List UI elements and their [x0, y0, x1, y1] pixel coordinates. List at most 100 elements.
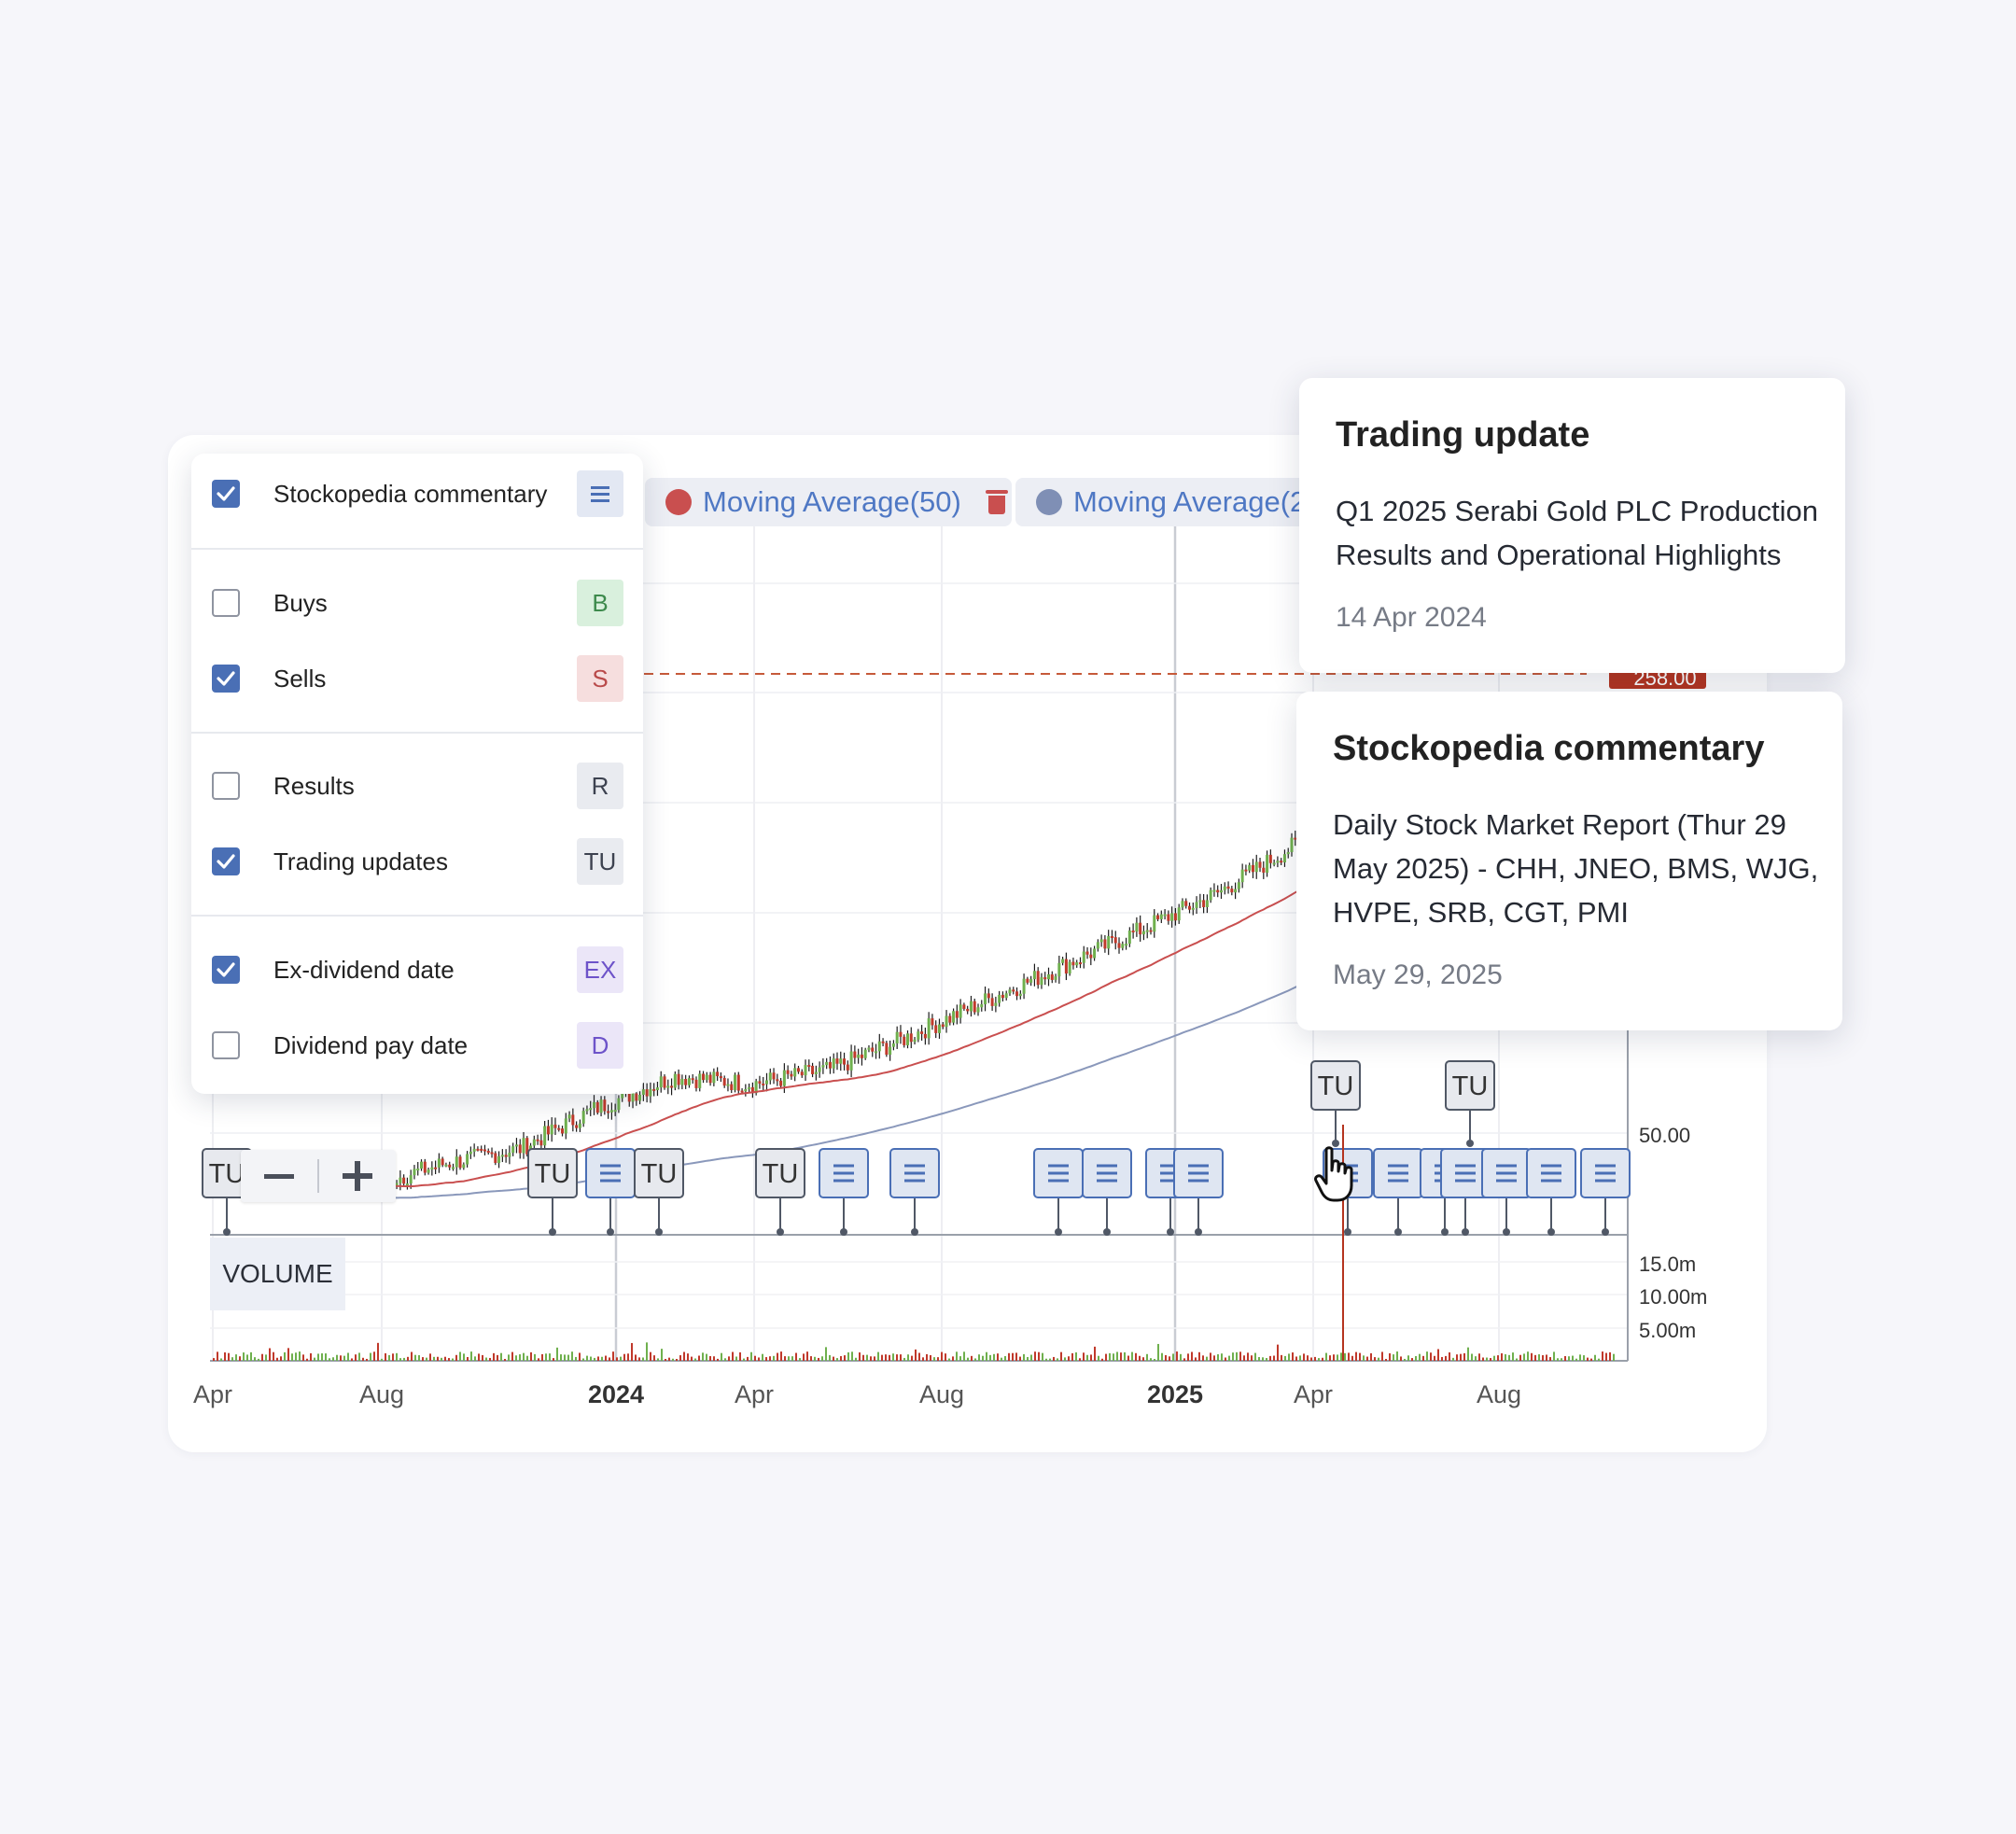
candle: [409, 1175, 413, 1184]
volume-bar: [1344, 1352, 1346, 1361]
candle: [796, 1068, 800, 1072]
volume-bar: [851, 1351, 853, 1361]
popup-body[interactable]: Daily Stock Market Report (Thur 29 May 2…: [1333, 808, 1819, 929]
candle: [511, 1146, 515, 1154]
trash-icon[interactable]: [985, 490, 1008, 514]
commentary-marker[interactable]: [1033, 1148, 1084, 1236]
x-tick-label: Aug: [919, 1380, 964, 1408]
zoom-out-button[interactable]: [241, 1150, 317, 1202]
candle: [402, 1177, 406, 1184]
volume-bar: [370, 1352, 371, 1361]
candle: [1258, 861, 1262, 868]
candle: [578, 1123, 581, 1128]
commentary-marker[interactable]: [1580, 1148, 1631, 1236]
candle: [927, 1018, 931, 1039]
marker-dot: [840, 1228, 847, 1236]
ma50-pill[interactable]: Moving Average(50): [645, 478, 1012, 526]
commentary-marker[interactable]: [1481, 1148, 1532, 1236]
ex-dividend-checkbox[interactable]: [212, 956, 240, 984]
volume-bar: [1019, 1356, 1021, 1361]
commentary-marker[interactable]: [1082, 1148, 1132, 1236]
popup-date: May 29, 2025: [1333, 959, 1503, 990]
sells-checkbox[interactable]: [212, 665, 240, 693]
candle: [1234, 889, 1238, 893]
volume-bar: [399, 1358, 401, 1361]
candle: [687, 1078, 691, 1085]
dividend-pay-checkbox[interactable]: [212, 1031, 240, 1059]
volume-bar: [687, 1353, 689, 1361]
volume-bar: [403, 1357, 405, 1361]
volume-bar: [724, 1358, 726, 1361]
candle: [811, 1065, 815, 1074]
candle: [617, 1098, 621, 1111]
list-icon: [591, 485, 609, 502]
buys-checkbox[interactable]: [212, 589, 240, 617]
commentary-marker[interactable]: [1526, 1148, 1576, 1236]
filter-row-trading-updates[interactable]: Trading updates TU: [191, 824, 643, 899]
candle: [1057, 962, 1061, 977]
filter-row-commentary[interactable]: Stockopedia commentary: [191, 456, 643, 531]
candle: [1266, 854, 1269, 873]
volume-bar: [243, 1352, 245, 1361]
marker-box: [1445, 1060, 1495, 1111]
candle: [1121, 944, 1125, 948]
commentary-marker[interactable]: [889, 1148, 940, 1236]
volume-bar: [1101, 1358, 1103, 1361]
trading-update-marker[interactable]: TU: [755, 1148, 805, 1236]
filter-row-results[interactable]: Results R: [191, 749, 643, 823]
candle: [913, 1039, 917, 1043]
volume-bar: [989, 1354, 991, 1361]
candle: [871, 1047, 875, 1052]
trading-updates-checkbox[interactable]: [212, 847, 240, 875]
candle: [786, 1070, 790, 1074]
volume-bar: [1075, 1352, 1077, 1361]
volume-bar: [1142, 1357, 1144, 1361]
candle: [603, 1099, 607, 1112]
candle: [782, 1070, 786, 1086]
filter-row-sells[interactable]: Sells S: [191, 641, 643, 716]
commentary-marker[interactable]: [1173, 1148, 1224, 1236]
popup-body[interactable]: Q1 2025 Serabi Gold PLC Production Resul…: [1336, 495, 1818, 571]
popup-title: Stockopedia commentary: [1333, 729, 1765, 768]
commentary-marker[interactable]: [1440, 1148, 1491, 1236]
marker-label: TU: [641, 1159, 678, 1189]
results-checkbox[interactable]: [212, 772, 240, 800]
candle: [427, 1169, 430, 1173]
candle: [399, 1177, 402, 1183]
volume-bar: [1381, 1351, 1383, 1361]
volume-bar: [463, 1353, 465, 1361]
candle: [1251, 864, 1254, 873]
trading-update-marker[interactable]: TU: [1310, 1060, 1361, 1147]
filter-row-ex-dividend[interactable]: Ex-dividend date EX: [191, 932, 643, 1007]
filter-row-buys[interactable]: Buys B: [191, 566, 643, 640]
commentary-checkbox[interactable]: [212, 480, 240, 508]
commentary-marker[interactable]: [1373, 1148, 1423, 1236]
trading-update-marker[interactable]: TU: [1445, 1060, 1495, 1147]
volume-bar: [1575, 1358, 1577, 1361]
commentary-marker[interactable]: [585, 1148, 636, 1236]
candle: [934, 1025, 938, 1033]
candle: [1135, 922, 1139, 932]
candle: [567, 1114, 571, 1119]
commentary-marker[interactable]: [819, 1148, 869, 1236]
marker-box: [527, 1148, 578, 1198]
trading-update-marker[interactable]: TU: [527, 1148, 578, 1236]
candle: [1223, 886, 1226, 890]
volume-bar: [702, 1352, 704, 1361]
candle: [793, 1068, 797, 1077]
ma200-pill[interactable]: Moving Average(200): [1015, 478, 1314, 526]
volume-bar: [1572, 1355, 1574, 1361]
zoom-in-button[interactable]: [319, 1150, 396, 1202]
trading-update-marker[interactable]: TU: [634, 1148, 684, 1236]
candle: [1268, 854, 1272, 863]
candle: [1240, 869, 1244, 883]
volume-bar: [903, 1357, 905, 1361]
event-markers: TU TU TU TU TU TU: [202, 1060, 1631, 1236]
candle: [1170, 913, 1174, 921]
volume-bar: [605, 1355, 607, 1361]
trading-update-marker[interactable]: TU: [202, 1148, 252, 1236]
volume-bar: [478, 1353, 480, 1361]
volume-bar: [523, 1352, 525, 1361]
candle: [877, 1041, 881, 1052]
filter-row-dividend-pay[interactable]: Dividend pay date D: [191, 1008, 643, 1083]
